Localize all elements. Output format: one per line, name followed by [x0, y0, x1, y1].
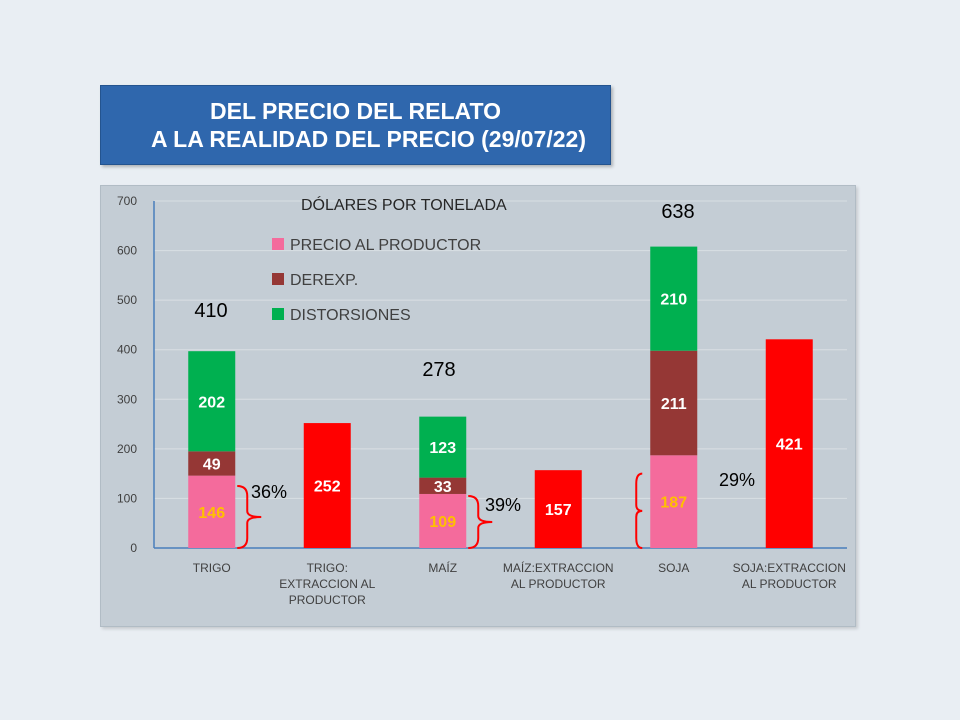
- bar-segment: [188, 351, 236, 452]
- x-tick-label: EXTRACCION AL: [279, 577, 375, 591]
- data-label: 252: [314, 479, 341, 496]
- total-label: 638: [661, 201, 694, 223]
- y-tick-label: 200: [117, 442, 137, 456]
- percent-annotation: 29%: [719, 470, 755, 490]
- x-tick-label: AL PRODUCTOR: [511, 577, 606, 591]
- percent-bracket: [635, 472, 643, 549]
- x-tick-label: PRODUCTOR: [289, 593, 366, 607]
- data-label: 187: [660, 495, 687, 512]
- legend-swatch: [272, 308, 284, 320]
- legend-swatch: [272, 238, 284, 250]
- data-label: 202: [198, 394, 225, 411]
- chart-title: DÓLARES POR TONELADA: [301, 195, 507, 214]
- bar-segment: [419, 493, 467, 548]
- bar-segment: [419, 477, 467, 494]
- bar-segment: [419, 416, 467, 478]
- legend-label: DISTORSIONES: [290, 307, 411, 324]
- slide-title: DEL PRECIO DEL RELATO A LA REALIDAD DEL …: [100, 85, 611, 165]
- x-tick-label: SOJA:EXTRACCION: [733, 561, 846, 575]
- y-tick-label: 300: [117, 392, 137, 406]
- legend-label: DEREXP.: [290, 272, 358, 289]
- percent-bracket: [237, 485, 262, 549]
- y-tick-label: 700: [117, 194, 137, 208]
- bar-segment: [650, 455, 698, 548]
- data-label: 421: [776, 437, 803, 454]
- x-tick-label: SOJA: [658, 561, 689, 575]
- data-label: 211: [661, 396, 687, 413]
- total-label: 278: [422, 359, 455, 381]
- bar-segment: [534, 470, 582, 548]
- y-tick-label: 0: [130, 541, 137, 555]
- percent-annotation: 39%: [485, 495, 521, 515]
- x-tick-label: TRIGO: [193, 561, 231, 575]
- data-label: 146: [198, 505, 225, 522]
- x-tick-label: AL PRODUCTOR: [742, 577, 837, 591]
- y-tick-label: 100: [117, 491, 137, 505]
- x-tick-label: TRIGO:: [307, 561, 348, 575]
- percent-annotation: 36%: [251, 482, 287, 502]
- y-tick-label: 500: [117, 293, 137, 307]
- legend-label: PRECIO AL PRODUCTOR: [290, 237, 481, 254]
- bar-segment: [188, 475, 236, 548]
- bar-segment: [303, 423, 351, 548]
- stacked-bar-chart: 0 100 200 300 400 500 600 700 146 109 187 49 33 211 20…: [117, 194, 847, 607]
- data-label: 33: [434, 479, 452, 496]
- x-tick-label: MAÍZ:EXTRACCION: [503, 560, 614, 575]
- bar-segment: [765, 339, 813, 548]
- x-tick-label: MAÍZ: [428, 560, 457, 575]
- y-tick-label: 400: [117, 343, 137, 357]
- data-label: 123: [429, 440, 456, 457]
- total-label: 410: [194, 300, 227, 322]
- slide-title-line2: A LA REALIDAD DEL PRECIO (29/07/22): [151, 126, 586, 152]
- legend-swatch: [272, 273, 284, 285]
- bar-segment: [650, 350, 698, 456]
- y-tick-label: 600: [117, 244, 137, 258]
- data-label: 49: [203, 456, 221, 473]
- chart-area: 0 100 200 300 400 500 600 700 146 109 187 49 33 211 20…: [100, 185, 856, 627]
- bar-segment: [188, 451, 236, 476]
- slide-title-line1: DEL PRECIO DEL RELATO: [210, 98, 501, 124]
- data-label: 210: [660, 292, 687, 309]
- data-label: 109: [429, 514, 456, 531]
- data-label: 157: [545, 502, 572, 519]
- bar-segment: [650, 246, 698, 351]
- percent-bracket: [468, 494, 493, 549]
